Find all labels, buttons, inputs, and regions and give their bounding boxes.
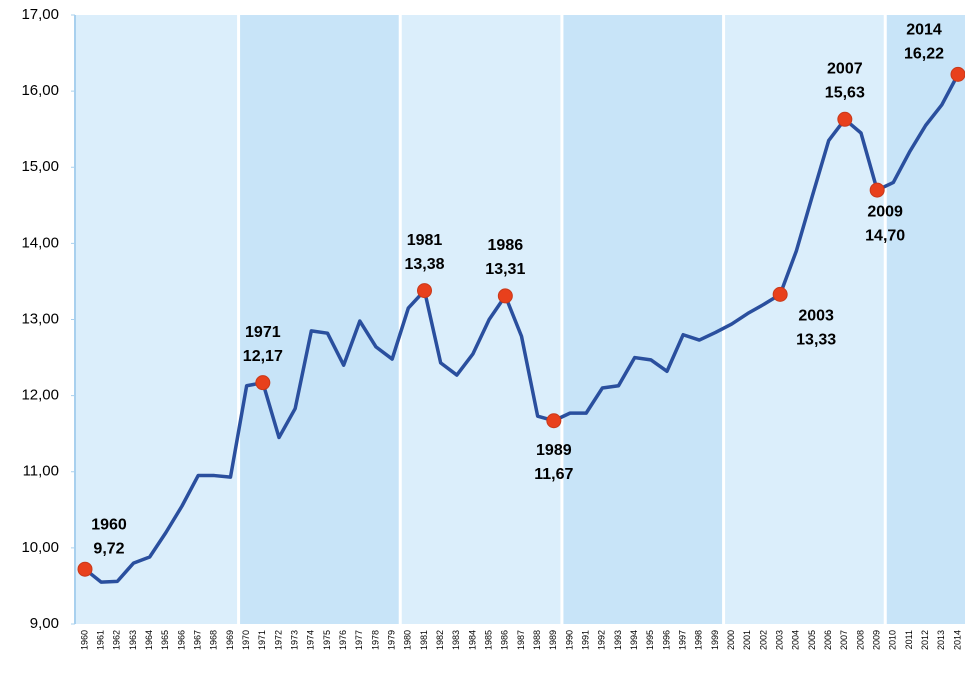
x-tick-label: 1963	[128, 630, 138, 650]
year-label: 1989	[536, 442, 572, 459]
marker	[255, 375, 271, 391]
marker	[497, 288, 513, 304]
x-tick-label: 1985	[484, 630, 494, 650]
data-label: 13,33	[796, 332, 836, 349]
x-tick-label: 1968	[209, 630, 219, 650]
x-tick-label: 2010	[888, 630, 898, 650]
y-tick-label: 13,00	[21, 310, 59, 327]
x-tick-label: 1986	[500, 630, 510, 650]
x-tick-label: 1980	[403, 630, 413, 650]
x-tick-label: 1991	[581, 630, 591, 650]
x-tick-label: 1997	[678, 630, 688, 650]
x-tick-label: 2012	[920, 630, 930, 650]
x-tick-label: 1988	[532, 630, 542, 650]
data-label: 16,22	[904, 46, 944, 63]
year-label: 2009	[867, 203, 903, 220]
band	[885, 15, 965, 624]
x-tick-label: 2002	[758, 630, 768, 650]
data-label: 15,63	[825, 85, 865, 102]
marker	[546, 413, 562, 429]
data-label: 14,70	[865, 227, 905, 244]
data-label: 11,67	[534, 466, 573, 483]
x-tick-label: 1977	[354, 630, 364, 650]
x-tick-label: 1990	[564, 630, 574, 650]
x-tick-label: 1960	[79, 630, 89, 650]
x-tick-label: 1975	[322, 630, 332, 650]
year-label: 2014	[906, 22, 942, 39]
x-tick-label: 1996	[661, 630, 671, 650]
band	[400, 15, 562, 624]
x-tick-label: 2013	[936, 630, 946, 650]
y-tick-label: 14,00	[21, 234, 59, 251]
x-tick-label: 1998	[694, 630, 704, 650]
x-tick-label: 1982	[435, 630, 445, 650]
x-tick-label: 2005	[807, 630, 817, 650]
x-tick-label: 2009	[872, 630, 882, 650]
band	[723, 15, 886, 624]
y-tick-label: 15,00	[21, 158, 59, 175]
x-tick-label: 1961	[96, 630, 106, 650]
marker	[77, 561, 93, 577]
x-tick-label: 2004	[791, 630, 801, 650]
x-tick-label: 1976	[338, 630, 348, 650]
band	[238, 15, 401, 624]
x-tick-label: 1979	[387, 630, 397, 650]
y-tick-label: 9,00	[30, 615, 59, 632]
x-tick-label: 2006	[823, 630, 833, 650]
x-tick-label: 2003	[775, 630, 785, 650]
x-tick-label: 1964	[144, 630, 154, 650]
year-label: 1971	[245, 324, 281, 341]
x-tick-label: 1965	[160, 630, 170, 650]
x-tick-label: 2014	[952, 630, 962, 650]
year-label: 2007	[827, 61, 863, 78]
year-label: 1981	[407, 232, 443, 249]
x-tick-label: 1993	[613, 630, 623, 650]
x-tick-label: 2008	[855, 630, 865, 650]
data-label: 9,72	[93, 540, 124, 557]
x-tick-label: 1999	[710, 630, 720, 650]
year-label: 1986	[488, 237, 524, 254]
year-label: 1960	[91, 516, 127, 533]
x-tick-label: 1992	[597, 630, 607, 650]
data-label: 12,17	[243, 348, 283, 365]
x-tick-label: 1989	[548, 630, 558, 650]
y-tick-label: 16,00	[21, 82, 59, 99]
x-tick-label: 1967	[193, 630, 203, 650]
y-tick-label: 12,00	[21, 387, 59, 404]
data-label: 13,38	[404, 256, 444, 273]
x-tick-label: 1974	[306, 630, 316, 650]
marker	[772, 286, 788, 302]
x-tick-label: 2001	[742, 630, 752, 650]
year-label: 2003	[798, 308, 834, 325]
x-tick-label: 1987	[516, 630, 526, 650]
marker	[417, 283, 432, 299]
x-tick-label: 1973	[290, 630, 300, 650]
x-tick-label: 1971	[257, 630, 267, 650]
x-tick-label: 1962	[112, 630, 122, 650]
x-tick-label: 1994	[629, 630, 639, 650]
data-label: 13,31	[485, 261, 525, 278]
marker	[837, 111, 853, 127]
x-tick-label: 1983	[451, 630, 461, 650]
x-tick-label: 1970	[241, 630, 251, 650]
band	[75, 15, 239, 624]
x-tick-label: 1981	[419, 630, 429, 650]
marker	[869, 182, 885, 198]
x-tick-label: 1969	[225, 630, 235, 650]
x-tick-label: 1966	[176, 630, 186, 650]
line	[83, 73, 960, 584]
y-tick-label: 17,00	[21, 6, 59, 23]
x-tick-label: 1978	[370, 630, 380, 650]
y-tick-label: 11,00	[23, 463, 59, 480]
x-tick-label: 1995	[645, 630, 655, 650]
marker	[950, 66, 965, 82]
y-tick-label: 10,00	[21, 539, 59, 556]
x-tick-label: 1972	[273, 630, 283, 650]
x-tick-label: 2007	[839, 630, 849, 650]
x-tick-label: 2011	[904, 630, 914, 649]
x-tick-label: 1984	[467, 630, 477, 650]
band	[561, 15, 724, 624]
x-tick-label: 2000	[726, 630, 736, 650]
